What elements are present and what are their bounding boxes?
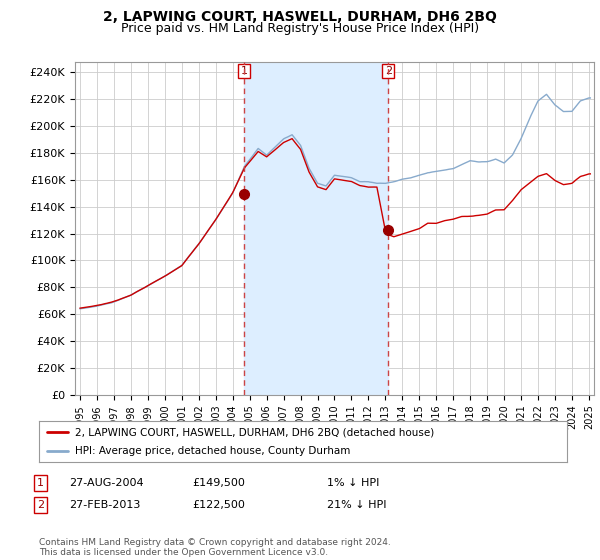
Text: 27-AUG-2004: 27-AUG-2004 bbox=[69, 478, 143, 488]
Bar bbox=[244, 62, 388, 395]
Text: Price paid vs. HM Land Registry's House Price Index (HPI): Price paid vs. HM Land Registry's House … bbox=[121, 22, 479, 35]
Text: 2, LAPWING COURT, HASWELL, DURHAM, DH6 2BQ (detached house): 2, LAPWING COURT, HASWELL, DURHAM, DH6 2… bbox=[75, 427, 434, 437]
Text: 27-FEB-2013: 27-FEB-2013 bbox=[69, 500, 140, 510]
Text: Contains HM Land Registry data © Crown copyright and database right 2024.
This d: Contains HM Land Registry data © Crown c… bbox=[39, 538, 391, 557]
Text: 21% ↓ HPI: 21% ↓ HPI bbox=[327, 500, 386, 510]
Text: 1: 1 bbox=[37, 478, 44, 488]
Text: 2: 2 bbox=[385, 66, 392, 76]
Text: 1% ↓ HPI: 1% ↓ HPI bbox=[327, 478, 379, 488]
Text: 1: 1 bbox=[241, 66, 247, 76]
Text: 2, LAPWING COURT, HASWELL, DURHAM, DH6 2BQ: 2, LAPWING COURT, HASWELL, DURHAM, DH6 2… bbox=[103, 10, 497, 24]
Text: £149,500: £149,500 bbox=[192, 478, 245, 488]
Text: £122,500: £122,500 bbox=[192, 500, 245, 510]
Text: HPI: Average price, detached house, County Durham: HPI: Average price, detached house, Coun… bbox=[75, 446, 350, 456]
Text: 2: 2 bbox=[37, 500, 44, 510]
